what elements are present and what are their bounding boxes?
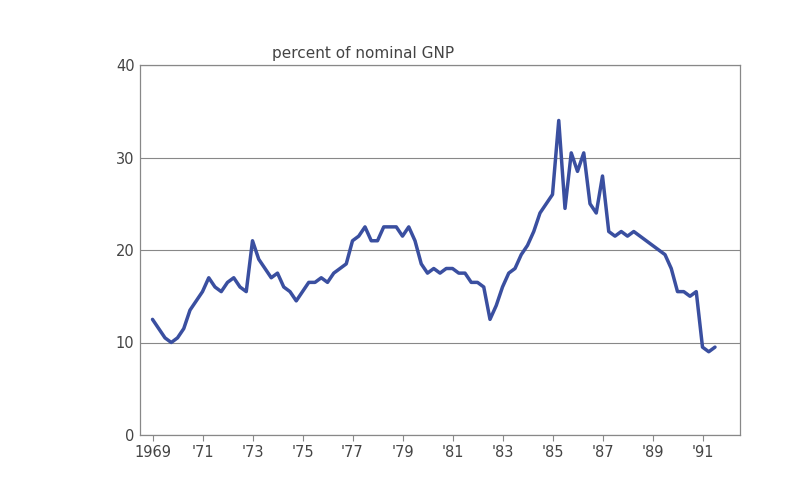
Text: percent of nominal GNP: percent of nominal GNP	[272, 46, 454, 62]
